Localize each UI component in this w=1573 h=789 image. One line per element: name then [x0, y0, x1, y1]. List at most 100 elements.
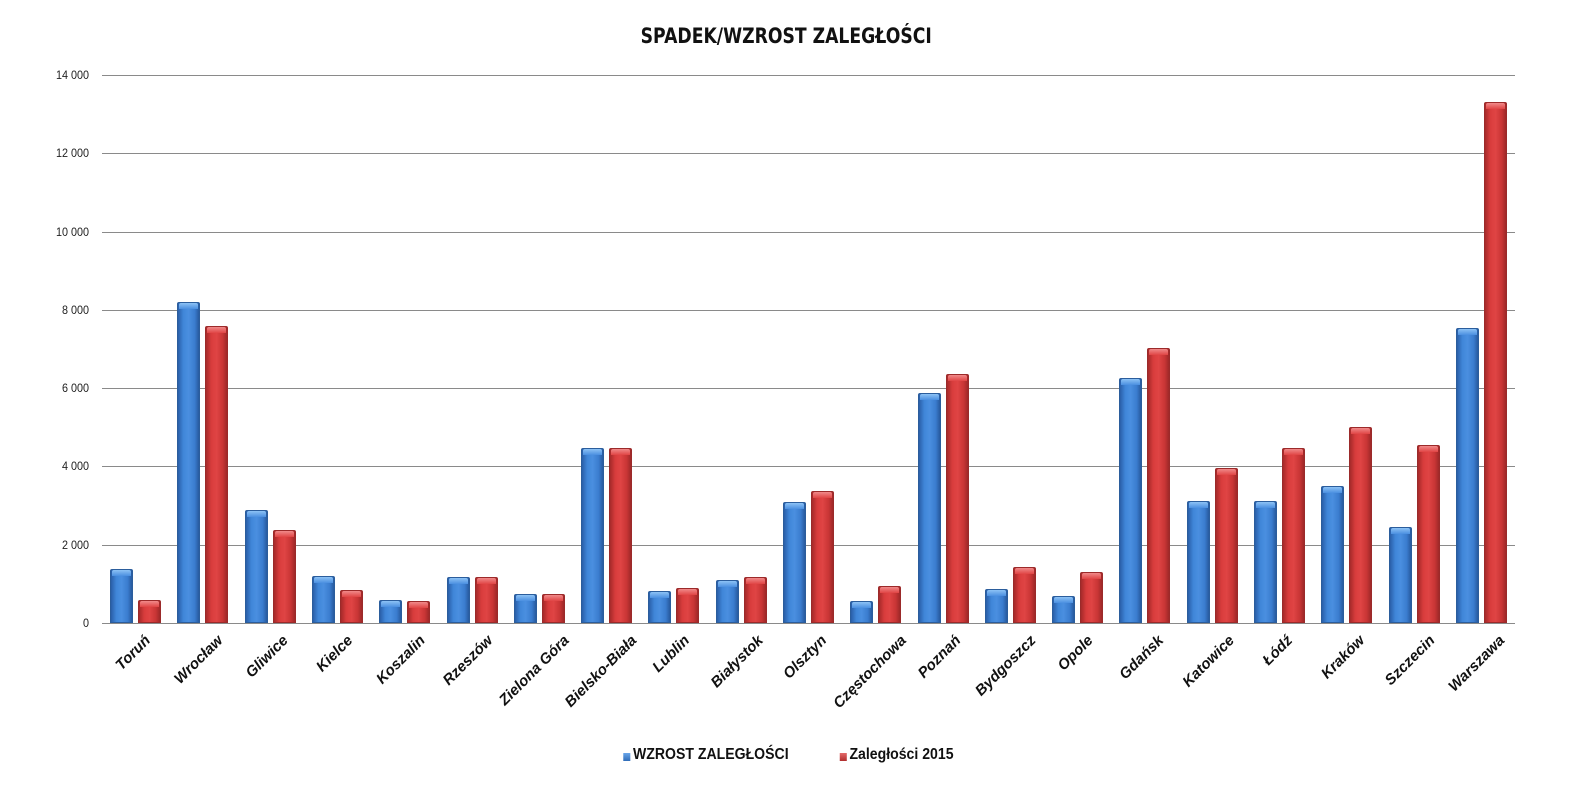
bar-zaleglosci-2015: [1012, 567, 1036, 623]
bar-zaleglosci-2015: [609, 447, 633, 623]
x-tick-label: Bielsko-Biała: [561, 632, 641, 711]
x-tick-label: Rzeszów: [439, 632, 497, 689]
bar-wzrost: [1455, 327, 1479, 623]
bar-zaleglosci-2015: [1214, 468, 1238, 623]
bar-group: [102, 75, 1515, 623]
bar-group: [102, 75, 1515, 623]
gridline: [102, 623, 1515, 624]
x-tick-label: Lublin: [649, 632, 694, 676]
bar-wzrost: [715, 579, 739, 623]
gridline: [102, 466, 1515, 468]
bar-wzrost: [312, 575, 335, 623]
bar-group: [102, 75, 1515, 623]
bar-wzrost: [1119, 378, 1143, 623]
x-tick-label: Wrocław: [171, 632, 227, 688]
bar-group: [102, 75, 1515, 623]
x-tick-label: Katowice: [1178, 632, 1238, 691]
bar-group: [102, 75, 1515, 623]
bar-wzrost: [1254, 500, 1277, 623]
bar-group: [102, 75, 1515, 623]
bar-zaleglosci-2015: [1080, 571, 1104, 623]
bar-group: [102, 75, 1515, 623]
gridline: [102, 544, 1515, 546]
bar-wzrost: [1186, 500, 1210, 623]
legend: WZROST ZALEGŁOŚCI Zaległości 2015: [0, 746, 1573, 766]
bar-group: [102, 75, 1515, 623]
x-tick-label: Bydgoszcz: [971, 632, 1040, 700]
x-tick-label: Łódź: [1258, 632, 1296, 669]
legend-swatch-red-icon: [839, 753, 847, 761]
legend-label: WZROST ZALEGŁOŚCI: [632, 746, 789, 763]
bar-wzrost: [446, 576, 470, 623]
bar-group: [102, 75, 1515, 623]
bar-zaleglosci-2015: [407, 601, 431, 623]
bar-zaleglosci-2015: [945, 373, 969, 623]
bar-wzrost: [1052, 595, 1076, 623]
y-tick-label: 10 000: [55, 224, 89, 239]
x-tick-label: Warszawa: [1445, 632, 1509, 696]
bar-group: [102, 75, 1515, 623]
bar-zaleglosci-2015: [1147, 348, 1171, 623]
bar-wzrost: [850, 600, 874, 623]
x-tick-label: Poznań: [914, 632, 965, 682]
bar-group: [102, 75, 1515, 623]
x-tick-label: Gliwice: [242, 632, 292, 682]
x-tick-label: Koszalin: [373, 632, 429, 688]
x-tick-label: Białystok: [707, 632, 767, 692]
bar-zaleglosci-2015: [878, 585, 902, 623]
x-tick-label: Częstochowa: [830, 632, 910, 712]
bar-zaleglosci-2015: [138, 599, 162, 623]
y-tick-label: 8 000: [61, 302, 89, 317]
bar-wzrost: [648, 591, 672, 623]
bar-zaleglosci-2015: [205, 325, 229, 623]
bar-wzrost: [379, 599, 403, 623]
bar-group: [102, 75, 1515, 623]
bar-group: [102, 75, 1515, 623]
bar-wzrost: [1321, 486, 1345, 623]
bar-zaleglosci-2015: [541, 593, 565, 623]
bar-zaleglosci-2015: [474, 576, 498, 623]
bar-zaleglosci-2015: [811, 491, 834, 623]
y-tick-label: 2 000: [61, 537, 89, 552]
bar-group: [102, 75, 1515, 623]
legend-item-wzrost: WZROST ZALEGŁOŚCI: [622, 746, 789, 764]
bar-zaleglosci-2015: [1349, 427, 1373, 623]
y-tick-label: 6 000: [61, 381, 89, 396]
bar-group: [102, 75, 1515, 623]
bar-wzrost: [917, 392, 941, 623]
bar-group: [102, 75, 1515, 623]
y-tick-label: 14 000: [55, 68, 89, 82]
gridline: [102, 309, 1515, 311]
bar-wzrost: [1388, 526, 1412, 623]
chart-title: SPADEK/WZROST ZALEGŁOŚCI: [640, 24, 932, 48]
x-tick-label: Gdańsk: [1116, 632, 1168, 683]
y-tick-label: 4 000: [61, 459, 89, 474]
bar-zaleglosci-2015: [1416, 444, 1440, 623]
bar-zaleglosci-2015: [272, 529, 296, 623]
gridline: [102, 388, 1515, 390]
bar-zaleglosci-2015: [743, 576, 767, 623]
bar-wzrost: [783, 502, 806, 623]
bar-wzrost: [513, 593, 537, 623]
x-tick-label: Szczecin: [1381, 632, 1439, 689]
legend-item-zaleglosci-2015: Zaległości 2015: [839, 746, 954, 764]
legend-swatch-blue-icon: [622, 753, 630, 761]
gridline: [102, 153, 1515, 155]
legend-label: Zaległości 2015: [849, 746, 954, 763]
bar-zaleglosci-2015: [340, 590, 363, 623]
plot-area: [102, 75, 1515, 624]
x-tick-label: Toruń: [112, 632, 154, 674]
bar-zaleglosci-2015: [1483, 102, 1507, 623]
bar-group: [102, 75, 1515, 623]
bar-zaleglosci-2015: [676, 587, 700, 623]
gridline: [102, 231, 1515, 233]
bar-wzrost: [984, 588, 1008, 623]
y-tick-label: 12 000: [55, 146, 89, 161]
bar-group: [102, 75, 1515, 623]
x-tick-label: Olsztyn: [780, 632, 831, 683]
bar-wzrost: [177, 302, 201, 623]
bar-wzrost: [244, 510, 268, 623]
bar-group: [102, 75, 1515, 623]
bar-wzrost: [581, 447, 605, 623]
x-tick-label: Kraków: [1318, 632, 1369, 683]
